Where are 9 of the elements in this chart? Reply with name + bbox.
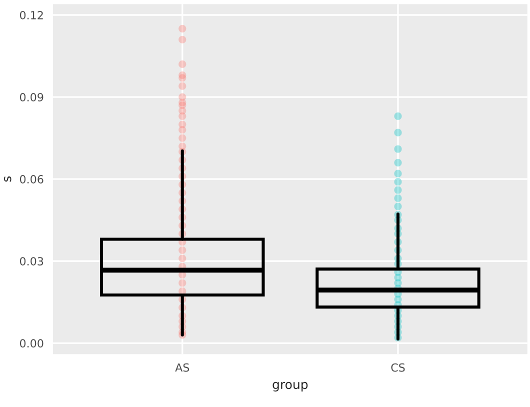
y-axis-title: s [4,176,12,182]
y-tick-label: 0.09 [20,93,44,102]
y-tick-label: 0.12 [20,10,43,20]
x-tick-label: AS [175,363,190,372]
y-tick-label: 0.00 [20,339,44,348]
x-axis-title: group [272,382,308,392]
x-tick-label: CS [391,363,405,372]
y-tick-label: 0.06 [20,175,44,184]
y-tick-label: 0.03 [20,257,44,266]
